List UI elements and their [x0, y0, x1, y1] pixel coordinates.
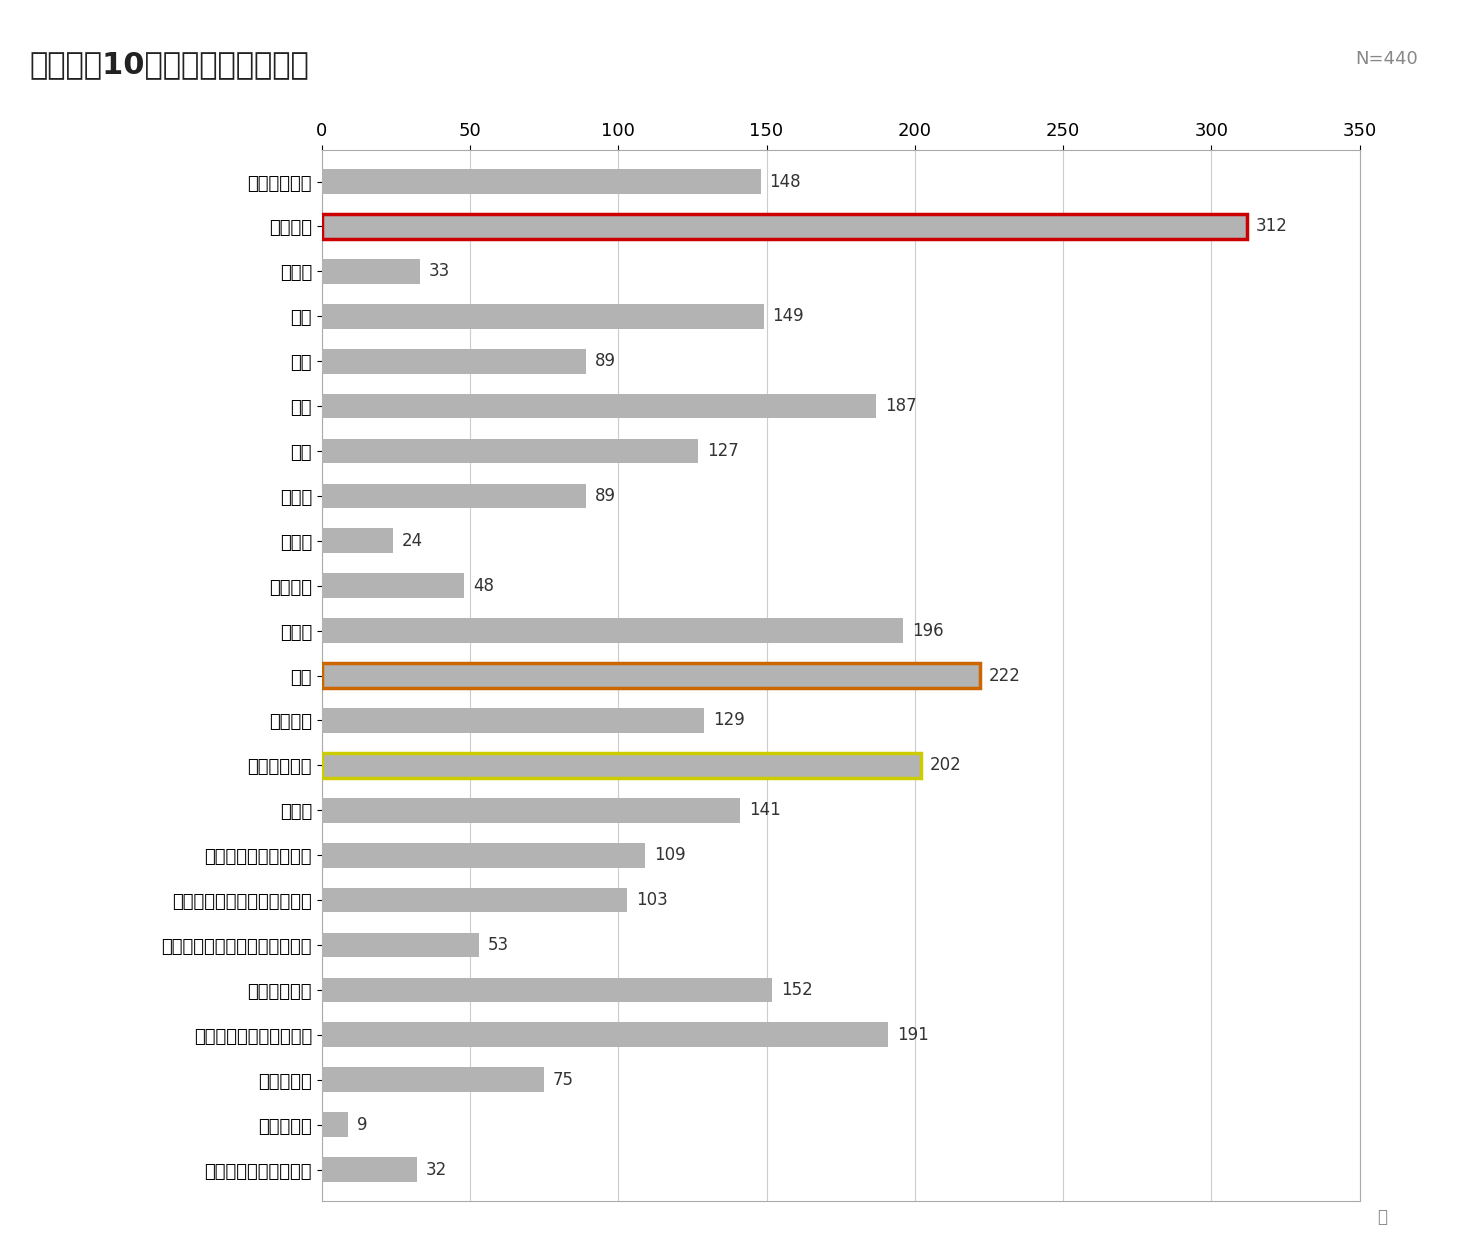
Text: 75: 75	[553, 1071, 575, 1088]
Bar	[322, 708, 705, 733]
Text: 32: 32	[425, 1161, 447, 1178]
Bar	[322, 933, 480, 957]
Text: 141: 141	[749, 801, 781, 819]
Bar	[322, 169, 760, 194]
Text: 148: 148	[769, 173, 801, 190]
Text: 152: 152	[781, 981, 813, 998]
Text: 222: 222	[988, 667, 1020, 684]
Text: 24: 24	[402, 532, 423, 550]
Text: 53: 53	[488, 936, 509, 955]
Text: 9: 9	[357, 1116, 368, 1133]
Text: 196: 196	[912, 622, 943, 639]
Bar	[322, 1157, 417, 1182]
Bar	[322, 1067, 544, 1092]
Text: 109: 109	[654, 846, 686, 864]
Bar	[322, 618, 904, 643]
Bar	[322, 439, 699, 463]
Bar	[322, 214, 1247, 239]
Text: N=440: N=440	[1355, 50, 1418, 68]
Bar	[322, 528, 393, 553]
Bar	[322, 753, 921, 778]
Bar	[322, 573, 463, 598]
Bar	[322, 798, 740, 823]
Bar	[322, 349, 586, 374]
Bar	[322, 1022, 887, 1047]
Bar	[322, 259, 420, 284]
Text: 202: 202	[930, 757, 962, 774]
Text: 129: 129	[713, 712, 744, 729]
Text: 312: 312	[1256, 218, 1288, 235]
Bar	[322, 663, 980, 688]
Text: 図表３．10歳代の月経随伴症状: 図表３．10歳代の月経随伴症状	[29, 50, 308, 79]
Bar	[322, 888, 627, 912]
Text: 33: 33	[428, 263, 450, 280]
Text: 48: 48	[472, 577, 494, 594]
Text: 人: 人	[1377, 1207, 1387, 1226]
Text: 103: 103	[636, 891, 668, 909]
Text: 149: 149	[772, 308, 804, 325]
Text: 127: 127	[708, 442, 738, 460]
Bar	[322, 977, 772, 1002]
Text: 191: 191	[898, 1026, 928, 1043]
Bar	[322, 304, 763, 329]
Text: 89: 89	[595, 487, 616, 505]
Text: 89: 89	[595, 353, 616, 370]
Text: 187: 187	[885, 397, 917, 415]
Bar	[322, 1112, 348, 1137]
Bar	[322, 484, 586, 508]
Bar	[322, 394, 876, 418]
Bar	[322, 843, 645, 867]
